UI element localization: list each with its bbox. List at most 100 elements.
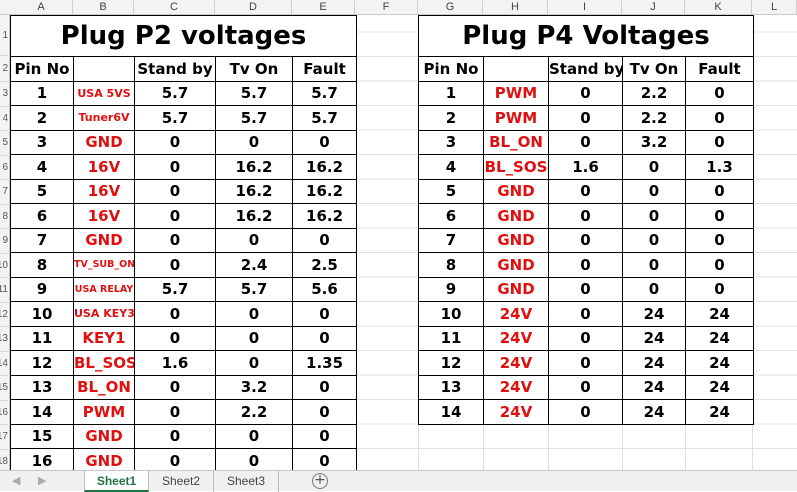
signal-label-cell[interactable]: GND — [483, 178, 549, 204]
tv-on-cell[interactable]: 2.2 — [215, 399, 293, 425]
column-header[interactable]: H — [483, 0, 548, 15]
tv-on-cell[interactable]: 0 — [215, 350, 293, 376]
signal-label-cell[interactable]: USA KEY3 — [73, 301, 135, 327]
column-header[interactable]: D — [215, 0, 292, 15]
standby-cell[interactable]: 0 — [134, 448, 216, 474]
standby-cell[interactable]: 0 — [548, 105, 623, 131]
scroll-right-icon[interactable]: ▶ — [38, 474, 47, 487]
row-header[interactable]: 1 — [0, 15, 8, 56]
signal-label-cell[interactable]: PWM — [73, 399, 135, 425]
header-cell[interactable]: Pin No — [10, 56, 74, 82]
tv-on-cell[interactable]: 0 — [215, 325, 293, 351]
pin-number-cell[interactable]: 9 — [418, 276, 484, 302]
signal-label-cell[interactable]: BL_SOS — [73, 350, 135, 376]
pin-number-cell[interactable]: 3 — [418, 129, 484, 155]
row-header[interactable]: 15 — [0, 376, 8, 401]
tv-on-cell[interactable]: 2.2 — [622, 105, 686, 131]
tv-on-cell[interactable]: 16.2 — [215, 178, 293, 204]
signal-label-cell[interactable]: 16V — [73, 178, 135, 204]
row-header[interactable]: 5 — [0, 131, 8, 156]
standby-cell[interactable]: 0 — [548, 325, 623, 351]
standby-cell[interactable]: 0 — [548, 178, 623, 204]
column-header[interactable]: L — [752, 0, 797, 15]
header-cell[interactable]: Tv On — [622, 56, 686, 82]
row-header[interactable]: 3 — [0, 82, 8, 107]
standby-cell[interactable]: 0 — [134, 301, 216, 327]
standby-cell[interactable]: 0 — [134, 325, 216, 351]
row-header[interactable]: 18 — [0, 450, 8, 471]
pin-number-cell[interactable]: 12 — [418, 350, 484, 376]
signal-label-cell[interactable]: 16V — [73, 203, 135, 229]
row-header[interactable]: 8 — [0, 205, 8, 229]
tv-on-cell[interactable]: 24 — [622, 350, 686, 376]
fault-cell[interactable]: 2.5 — [291, 252, 358, 278]
standby-cell[interactable]: 0 — [548, 129, 623, 155]
standby-cell[interactable]: 0 — [548, 80, 623, 106]
pin-number-cell[interactable]: 16 — [10, 448, 74, 474]
pin-number-cell[interactable]: 15 — [10, 423, 74, 449]
pin-number-cell[interactable]: 3 — [10, 129, 74, 155]
tv-on-cell[interactable]: 0 — [622, 276, 686, 302]
fault-cell[interactable]: 16.2 — [291, 203, 358, 229]
pin-number-cell[interactable]: 7 — [10, 227, 74, 253]
tv-on-cell[interactable]: 0 — [622, 203, 686, 229]
pin-number-cell[interactable]: 2 — [10, 105, 74, 131]
signal-label-cell[interactable]: BL_ON — [73, 374, 135, 400]
column-header[interactable]: E — [292, 0, 355, 15]
fault-cell[interactable]: 16.2 — [291, 178, 358, 204]
row-header[interactable]: 12 — [0, 303, 8, 327]
tv-on-cell[interactable]: 24 — [622, 399, 686, 425]
header-cell[interactable]: Stand by — [548, 56, 623, 82]
standby-cell[interactable]: 0 — [548, 227, 623, 253]
pin-number-cell[interactable]: 9 — [10, 276, 74, 302]
pin-number-cell[interactable]: 1 — [10, 80, 74, 106]
tv-on-cell[interactable]: 3.2 — [215, 374, 293, 400]
signal-label-cell[interactable]: GND — [483, 227, 549, 253]
fault-cell[interactable]: 24 — [685, 325, 754, 351]
standby-cell[interactable]: 0 — [548, 276, 623, 302]
tv-on-cell[interactable]: 0 — [215, 227, 293, 253]
tv-on-cell[interactable]: 2.4 — [215, 252, 293, 278]
standby-cell[interactable]: 0 — [134, 399, 216, 425]
fault-cell[interactable]: 24 — [685, 350, 754, 376]
standby-cell[interactable]: 0 — [548, 203, 623, 229]
pin-number-cell[interactable]: 11 — [10, 325, 74, 351]
pin-number-cell[interactable]: 7 — [418, 227, 484, 253]
standby-cell[interactable]: 0 — [134, 423, 216, 449]
signal-label-cell[interactable]: TV_SUB_ON — [73, 252, 135, 278]
standby-cell[interactable]: 1.6 — [134, 350, 216, 376]
tab-sheet1[interactable]: Sheet1 — [84, 471, 149, 492]
pin-number-cell[interactable]: 13 — [418, 374, 484, 400]
standby-cell[interactable]: 0 — [134, 252, 216, 278]
row-header[interactable]: 7 — [0, 180, 8, 205]
signal-label-cell[interactable]: 16V — [73, 154, 135, 180]
pin-number-cell[interactable]: 1 — [418, 80, 484, 106]
tv-on-cell[interactable]: 5.7 — [215, 105, 293, 131]
fault-cell[interactable]: 0 — [685, 80, 754, 106]
signal-label-cell[interactable]: USA RELAY — [73, 276, 135, 302]
fault-cell[interactable]: 0 — [685, 227, 754, 253]
pin-number-cell[interactable]: 10 — [10, 301, 74, 327]
fault-cell[interactable]: 0 — [685, 276, 754, 302]
scroll-left-icon[interactable]: ◀ — [12, 474, 21, 487]
tv-on-cell[interactable]: 0 — [622, 178, 686, 204]
column-header[interactable]: B — [73, 0, 134, 15]
fault-cell[interactable]: 0 — [685, 105, 754, 131]
signal-label-cell[interactable]: PWM — [483, 105, 549, 131]
tab-sheet2[interactable]: Sheet2 — [149, 471, 214, 492]
signal-label-cell[interactable]: BL_SOS — [483, 154, 549, 180]
fault-cell[interactable]: 0 — [291, 301, 358, 327]
fault-cell[interactable]: 0 — [291, 374, 358, 400]
column-header[interactable]: C — [134, 0, 215, 15]
row-header[interactable]: 10 — [0, 254, 8, 278]
row-header[interactable]: 9 — [0, 229, 8, 254]
pin-number-cell[interactable]: 5 — [418, 178, 484, 204]
pin-number-cell[interactable]: 6 — [418, 203, 484, 229]
tv-on-cell[interactable]: 0 — [215, 301, 293, 327]
tv-on-cell[interactable]: 0 — [622, 252, 686, 278]
fault-cell[interactable]: 1.35 — [291, 350, 358, 376]
pin-number-cell[interactable]: 14 — [10, 399, 74, 425]
header-cell[interactable]: Pin No — [418, 56, 484, 82]
signal-label-cell[interactable]: GND — [73, 227, 135, 253]
standby-cell[interactable]: 0 — [548, 301, 623, 327]
